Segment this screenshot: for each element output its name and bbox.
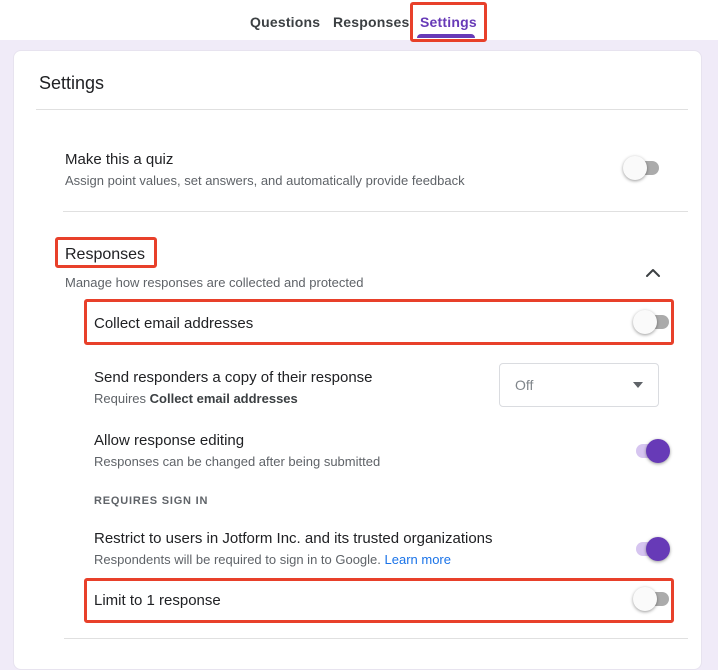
toggle-thumb — [633, 587, 657, 611]
tab-settings[interactable]: Settings — [420, 14, 477, 30]
restrict-users-description: Respondents will be required to sign in … — [94, 552, 451, 567]
caret-down-icon — [633, 382, 643, 388]
toggle-thumb — [646, 439, 670, 463]
dropdown-selected-value: Off — [515, 377, 534, 393]
form-tab-bar: Questions Responses Settings — [0, 0, 718, 40]
collect-email-title: Collect email addresses — [94, 315, 254, 332]
tab-questions[interactable]: Questions — [250, 14, 321, 30]
collapse-section-button[interactable] — [639, 261, 667, 285]
chevron-up-icon — [646, 269, 660, 277]
limit-response-toggle[interactable] — [633, 587, 670, 611]
responses-section-description: Manage how responses are collected and p… — [65, 275, 364, 290]
toggle-thumb — [623, 156, 647, 180]
divider — [63, 211, 688, 212]
send-copy-title: Send responders a copy of their response — [94, 369, 373, 386]
requires-sign-in-header: REQUIRES SIGN IN — [94, 495, 209, 507]
tab-responses[interactable]: Responses — [333, 14, 410, 30]
restrict-description-text: Respondents will be required to sign in … — [94, 552, 385, 567]
limit-response-title: Limit to 1 response — [94, 592, 221, 609]
settings-card: Settings Make this a quiz Assign point v… — [13, 50, 702, 670]
quiz-toggle[interactable] — [623, 156, 660, 180]
active-tab-indicator — [417, 34, 475, 38]
send-copy-description: Requires Collect email addresses — [94, 391, 298, 406]
response-editing-title: Allow response editing — [94, 432, 245, 449]
toggle-thumb — [633, 310, 657, 334]
response-editing-description: Responses can be changed after being sub… — [94, 454, 381, 469]
requires-target: Collect email addresses — [149, 391, 298, 406]
response-editing-toggle[interactable] — [633, 439, 670, 463]
restrict-users-title: Restrict to users in Jotform Inc. and it… — [94, 530, 493, 547]
learn-more-link[interactable]: Learn more — [384, 552, 451, 567]
restrict-users-toggle[interactable] — [633, 537, 670, 561]
quiz-row-title: Make this a quiz — [65, 151, 174, 168]
quiz-row-description: Assign point values, set answers, and au… — [65, 173, 465, 188]
divider — [64, 638, 688, 639]
collect-email-toggle[interactable] — [633, 310, 670, 334]
responses-section-title: Responses — [65, 246, 146, 263]
toggle-thumb — [646, 537, 670, 561]
page-title: Settings — [39, 73, 105, 93]
send-copy-dropdown[interactable]: Off — [499, 363, 659, 407]
requires-prefix: Requires — [94, 391, 150, 406]
divider — [36, 109, 688, 110]
